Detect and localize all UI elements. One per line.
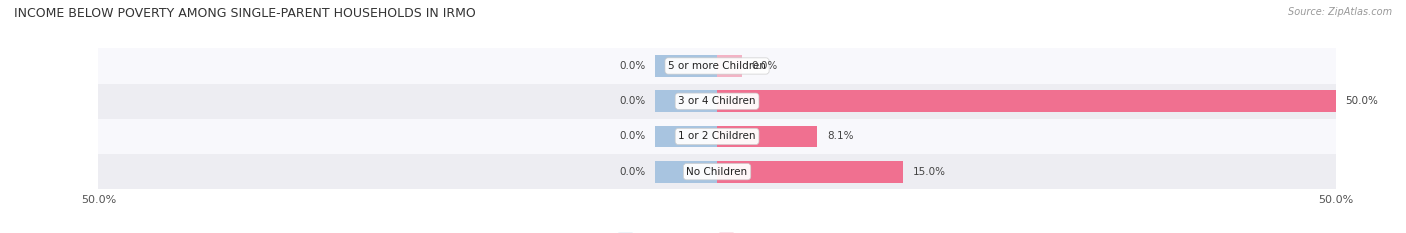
- Bar: [655, 161, 717, 183]
- Text: No Children: No Children: [686, 167, 748, 177]
- Bar: [717, 161, 903, 183]
- Text: 0.0%: 0.0%: [752, 61, 778, 71]
- Bar: [717, 90, 1336, 112]
- Bar: [717, 55, 742, 77]
- Bar: [717, 126, 817, 147]
- Legend: Single Father, Single Mother: Single Father, Single Mother: [614, 228, 820, 233]
- Text: 50.0%: 50.0%: [1346, 96, 1378, 106]
- Text: 0.0%: 0.0%: [619, 131, 645, 141]
- Text: 15.0%: 15.0%: [912, 167, 946, 177]
- Bar: [655, 55, 717, 77]
- Text: 3 or 4 Children: 3 or 4 Children: [678, 96, 756, 106]
- Bar: [98, 48, 1336, 84]
- Bar: [98, 154, 1336, 189]
- Text: 5 or more Children: 5 or more Children: [668, 61, 766, 71]
- Text: 0.0%: 0.0%: [619, 96, 645, 106]
- Text: INCOME BELOW POVERTY AMONG SINGLE-PARENT HOUSEHOLDS IN IRMO: INCOME BELOW POVERTY AMONG SINGLE-PARENT…: [14, 7, 475, 20]
- Bar: [655, 90, 717, 112]
- Text: 1 or 2 Children: 1 or 2 Children: [678, 131, 756, 141]
- Text: 0.0%: 0.0%: [619, 167, 645, 177]
- Text: 0.0%: 0.0%: [619, 61, 645, 71]
- Text: 8.1%: 8.1%: [827, 131, 853, 141]
- Bar: [655, 126, 717, 147]
- Bar: [98, 119, 1336, 154]
- Text: Source: ZipAtlas.com: Source: ZipAtlas.com: [1288, 7, 1392, 17]
- Bar: [98, 84, 1336, 119]
